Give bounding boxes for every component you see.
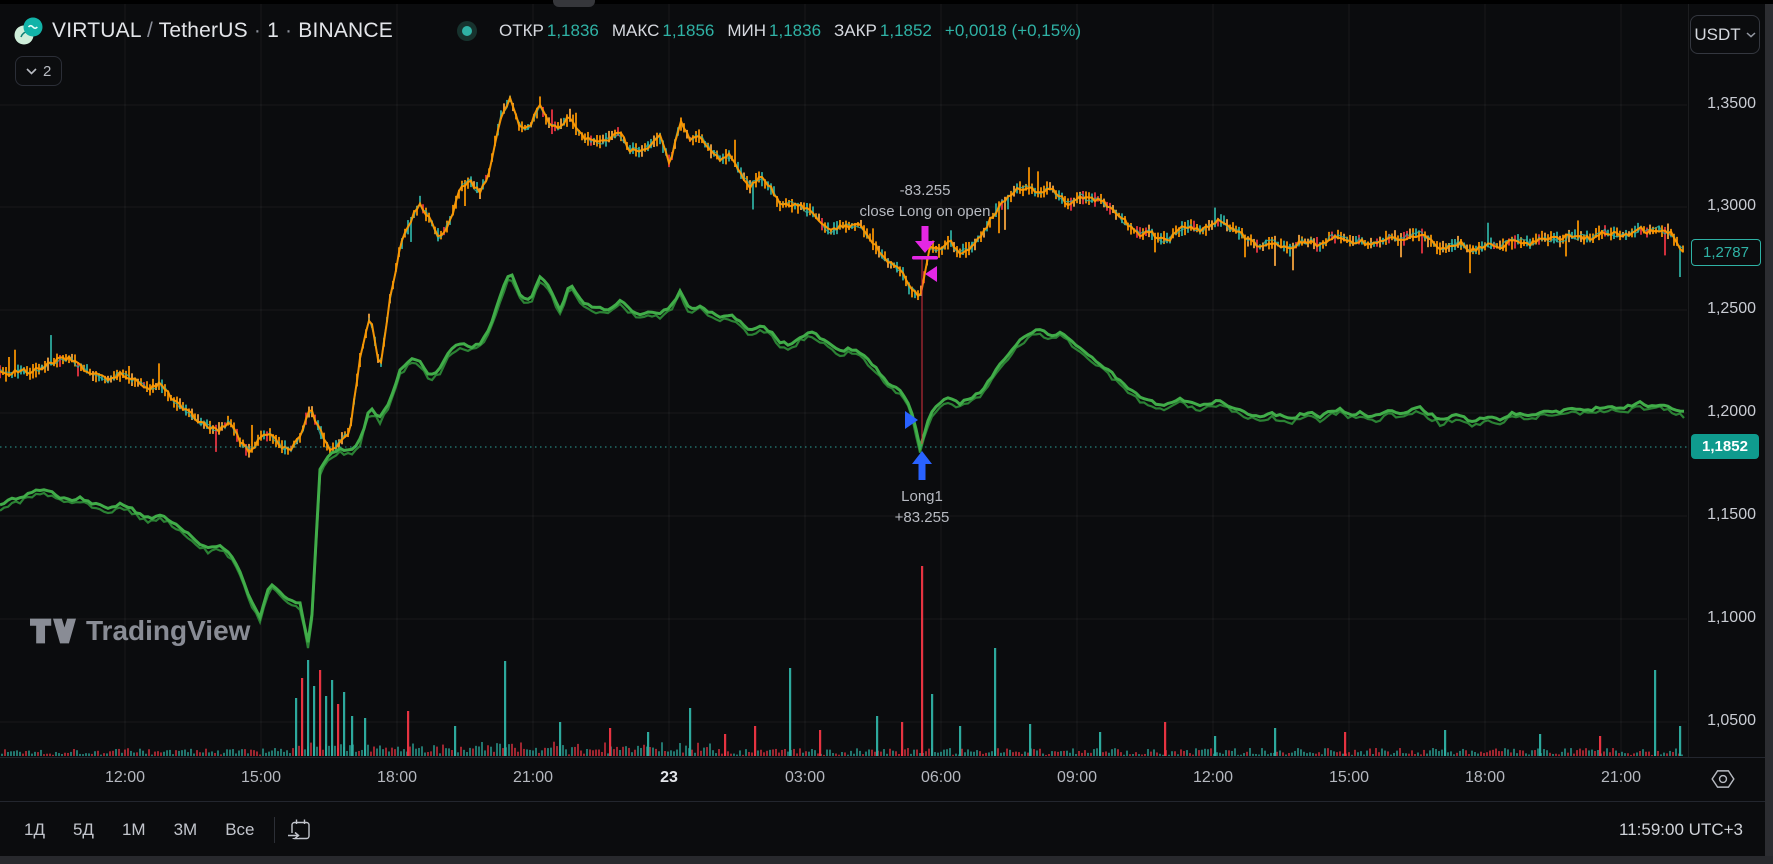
symbol-title-part: · xyxy=(278,19,299,42)
price-axis-label: 1,1000 xyxy=(1707,609,1756,626)
symbol-title-part: · xyxy=(247,19,268,42)
ohlc-low-label: МИН xyxy=(727,21,767,40)
time-axis-label: 23 xyxy=(660,769,678,786)
time-axis-label: 03:00 xyxy=(784,769,826,786)
price-chart-canvas[interactable] xyxy=(0,0,1765,757)
symbol-logo-icon xyxy=(14,17,43,45)
date-range-buttons: 1Д 5Д 1М 3М Все xyxy=(14,815,264,845)
time-axis[interactable]: 12:00 15:00 18:00 21:00 23 03:00 06:00 09:00 12:… xyxy=(0,757,1765,802)
ohlc-values: ОТКР 1,1836 МАКС 1,1856 МИН 1,1836 ЗАКР 1,1852 xyxy=(499,21,932,41)
chart-legend: VIRTUAL / TetherUS · 1 · BINANCE ОТКР 1,1… xyxy=(13,16,1081,46)
time-axis-settings-icon[interactable] xyxy=(1710,766,1736,792)
range-button-0[interactable]: 1Д xyxy=(24,819,45,839)
price-axis-label: 1,1500 xyxy=(1707,506,1756,523)
price-axis-label: 1,3500 xyxy=(1707,95,1756,112)
symbol-title-part: BINANCE xyxy=(298,19,393,42)
indicator-count: 2 xyxy=(43,62,52,80)
window-scrollbar[interactable] xyxy=(1765,4,1773,856)
legend-collapse-button[interactable]: 2 xyxy=(15,56,63,86)
ohlc-open-value: 1,1836 xyxy=(546,21,599,40)
ohlc-close-label: ЗАКР xyxy=(834,21,877,40)
window-top-notch xyxy=(553,0,595,7)
long-entry-annotation[interactable]: Long1 +83.255 xyxy=(842,486,1002,528)
bottom-toolbar: 1Д 5Д 1М 3М Все 11:59:00 UTC+3 xyxy=(0,801,1765,857)
currency-label: USDT xyxy=(1694,24,1741,44)
price-axis-label: 1,0500 xyxy=(1707,712,1756,729)
close-long-arrow-icon xyxy=(921,226,929,242)
range-button-1[interactable]: 5Д xyxy=(72,819,94,839)
last-price-badge: 1,1852 xyxy=(1691,434,1759,459)
watermark-text: TradingView xyxy=(86,615,251,646)
market-status-icon xyxy=(457,21,477,41)
window-bottom-edge xyxy=(0,856,1773,864)
long-entry-name: Long1 xyxy=(901,488,943,505)
time-axis-label: 12:00 xyxy=(1192,769,1234,786)
close-long-annotation[interactable]: -83.255 close Long on open xyxy=(795,180,1055,222)
close-long-pnl: -83.255 xyxy=(899,182,951,199)
long-entry-side-triangle-icon xyxy=(905,411,918,429)
chevron-down-icon xyxy=(1746,31,1756,38)
symbol-title-part: 1 xyxy=(267,19,279,42)
symbol-title-part: VIRTUAL xyxy=(52,19,141,42)
close-long-side-triangle-icon xyxy=(925,266,937,282)
range-button-4[interactable]: Все xyxy=(225,819,255,839)
tradingview-logo-icon xyxy=(30,618,76,644)
toolbar-divider xyxy=(274,816,276,843)
ohlc-high-label: МАКС xyxy=(611,21,660,40)
calendar-go-to-date-icon xyxy=(288,819,311,839)
time-axis-label: 06:00 xyxy=(920,769,962,786)
time-axis-label: 15:00 xyxy=(240,769,282,786)
compare-price-badge: 1,2787 xyxy=(1691,239,1761,266)
window-top-edge xyxy=(0,0,1773,4)
long-entry-arrow-icon xyxy=(912,451,932,464)
close-long-label: close Long on open xyxy=(859,203,991,220)
ohlc-close-value: 1,1852 xyxy=(879,21,932,40)
clock-timezone-button[interactable]: 11:59:00 UTC+3 xyxy=(1619,819,1743,839)
time-axis-label: 18:00 xyxy=(1464,769,1506,786)
time-axis-label: 12:00 xyxy=(104,769,146,786)
time-axis-label: 09:00 xyxy=(1056,769,1098,786)
price-axis-label: 1,2000 xyxy=(1707,403,1756,420)
time-axis-label: 21:00 xyxy=(512,769,554,786)
chevron-down-icon xyxy=(26,67,37,75)
time-axis-label: 15:00 xyxy=(1328,769,1370,786)
range-button-2[interactable]: 1М xyxy=(121,819,146,839)
price-axis-border xyxy=(1688,4,1689,801)
ohlc-open-label: ОТКР xyxy=(499,21,544,40)
price-axis-label: 1,2500 xyxy=(1707,300,1756,317)
symbol-title-part: / xyxy=(140,19,159,42)
price-axis-label: 1,3000 xyxy=(1707,197,1756,214)
time-axis-label: 18:00 xyxy=(376,769,418,786)
ohlc-close: ЗАКР 1,1852 xyxy=(834,21,932,41)
symbol-title-part: TetherUS xyxy=(158,19,248,42)
long-entry-pnl: +83.255 xyxy=(894,509,950,526)
range-button-3[interactable]: 3М xyxy=(173,819,198,839)
time-axis-label: 21:00 xyxy=(1600,769,1642,786)
go-to-date-button[interactable] xyxy=(285,815,315,845)
tradingview-watermark: TradingView xyxy=(30,615,250,647)
price-change: +0,0018 (+0,15%) xyxy=(944,21,1081,40)
currency-toggle-button[interactable]: USDT xyxy=(1690,15,1760,54)
ohlc-high-value: 1,1856 xyxy=(662,21,715,40)
ohlc-low-value: 1,1836 xyxy=(769,21,822,40)
ohlc-open: ОТКР 1,1836 xyxy=(499,21,599,41)
ohlc-high: МАКС 1,1856 xyxy=(612,21,715,41)
ohlc-low: МИН 1,1836 xyxy=(727,21,821,41)
symbol-title[interactable]: VIRTUAL / TetherUS · 1 · BINANCE xyxy=(52,19,393,43)
